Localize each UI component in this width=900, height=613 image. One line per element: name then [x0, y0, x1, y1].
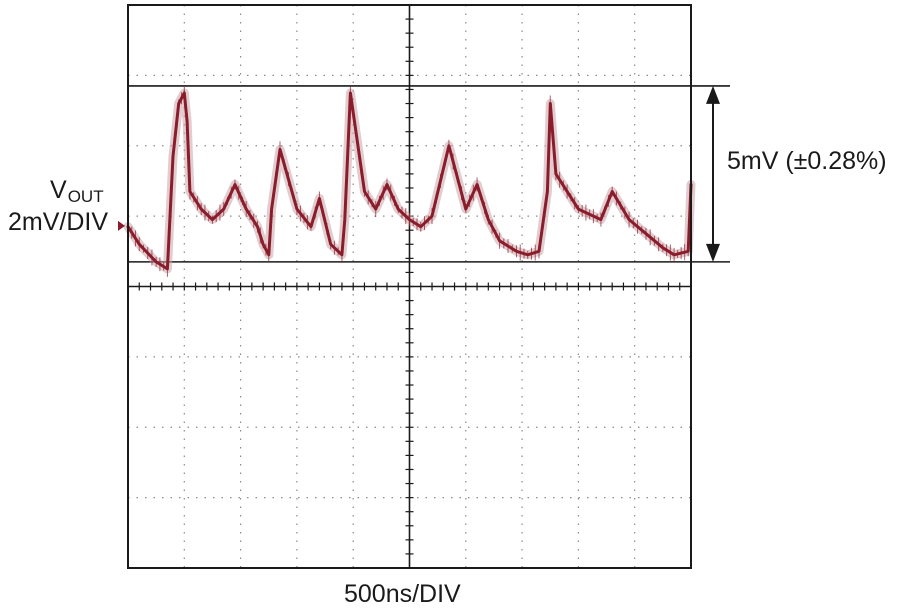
- arrow-down-icon: [706, 243, 720, 262]
- plot-frame: [127, 4, 692, 569]
- measurement-label: 5mV (±0.28%): [727, 147, 887, 175]
- measurement-arrow: [706, 85, 720, 262]
- ground-marker-arrow: [118, 220, 125, 231]
- horizontal-scale-label: 500ns/DIV: [344, 580, 461, 608]
- arrow-up-icon: [706, 85, 720, 104]
- channel-ground-marker: [118, 220, 125, 231]
- vout-trace: [123, 85, 696, 277]
- reference-lines: [128, 85, 730, 263]
- vertical-scale-label: 2mV/DIV: [8, 208, 109, 236]
- channel-label: VOUT: [50, 176, 104, 206]
